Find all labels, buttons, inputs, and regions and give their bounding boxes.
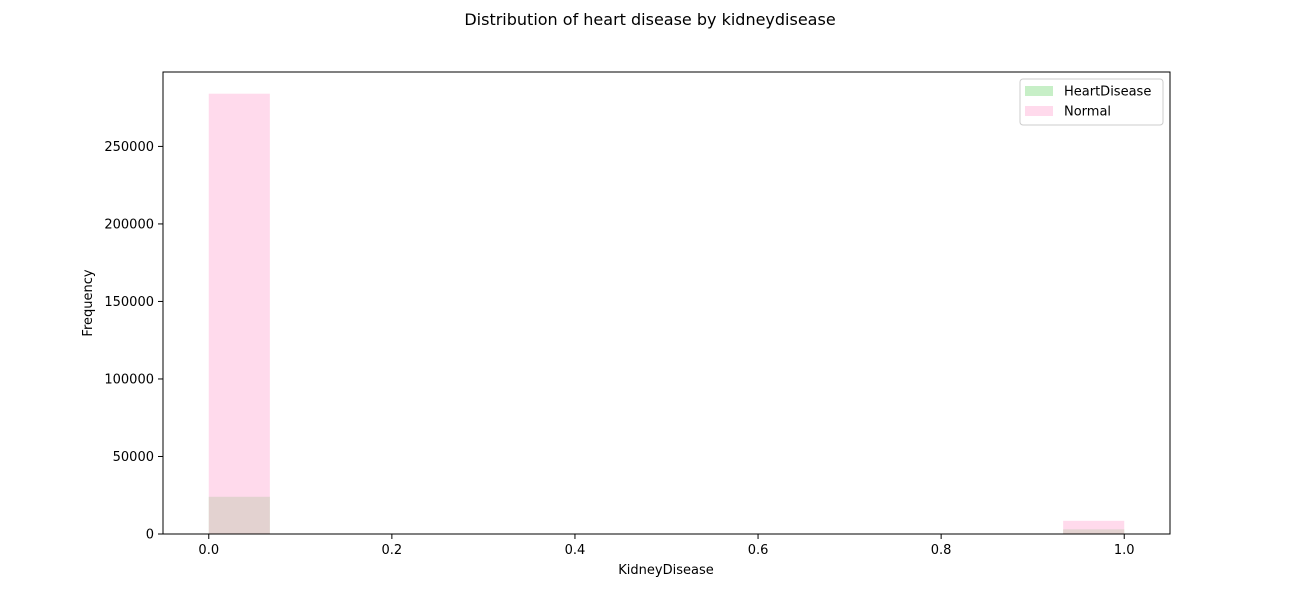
y-tick-label: 250000 xyxy=(104,140,154,155)
legend-swatch-heartdisease xyxy=(1025,86,1053,96)
y-tick-label: 150000 xyxy=(104,295,154,310)
plot-area-frame xyxy=(162,71,1171,535)
bar-normal-1 xyxy=(1063,520,1125,534)
x-axis: 0.0 0.2 0.4 0.6 0.8 1.0 xyxy=(198,534,1135,558)
x-tick-label: 0.8 xyxy=(931,543,952,558)
legend-swatch-normal xyxy=(1025,106,1053,116)
x-axis-label: KidneyDisease xyxy=(618,563,713,578)
y-axis-label: Frequency xyxy=(81,269,96,336)
legend: HeartDisease Normal xyxy=(1019,78,1164,126)
bars-layer xyxy=(208,93,1125,534)
y-tick-label: 0 xyxy=(146,528,154,543)
y-tick-label: 50000 xyxy=(113,450,154,465)
legend-label-normal: Normal xyxy=(1064,105,1111,120)
x-tick-label: 0.2 xyxy=(382,543,403,558)
y-tick-label: 200000 xyxy=(104,217,154,232)
x-tick-label: 0.4 xyxy=(565,543,586,558)
x-tick-label: 1.0 xyxy=(1114,543,1135,558)
legend-box xyxy=(1019,78,1164,126)
y-tick-label: 100000 xyxy=(104,372,154,387)
x-tick-label: 0.0 xyxy=(198,543,219,558)
x-tick-label: 0.6 xyxy=(748,543,769,558)
chart-title: Distribution of heart disease by kidneyd… xyxy=(464,10,835,29)
y-axis: 0 50000 100000 150000 200000 250000 xyxy=(104,140,163,543)
bar-normal-0 xyxy=(208,93,270,534)
legend-label-heartdisease: HeartDisease xyxy=(1064,85,1151,100)
